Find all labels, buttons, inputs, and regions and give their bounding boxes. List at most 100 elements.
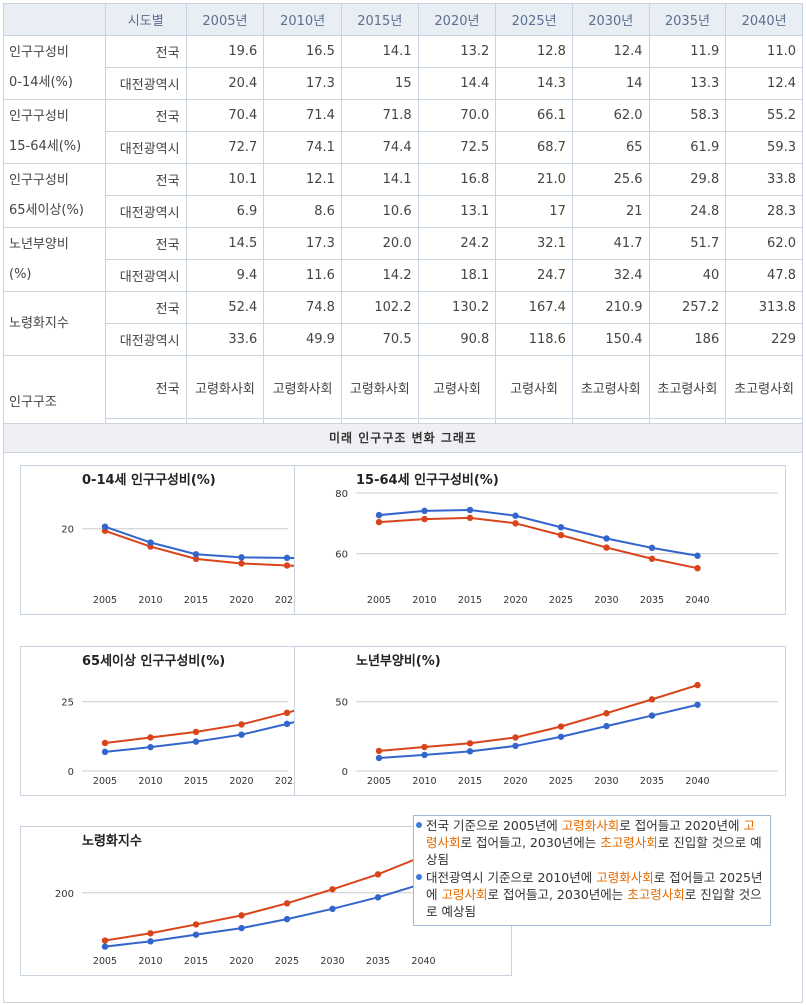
- table-row: 대전광역시 33.6 49.9 70.5 90.8 118.6 150.4 186 229: [4, 323, 803, 356]
- chart-65plus: 65세이상 인구구성비(%)02520052010201520202025203…: [20, 646, 296, 796]
- value-cell: 51.7: [648, 227, 727, 260]
- note-text: 로 접어들고 2020년에: [619, 818, 744, 833]
- value-cell: 74.1: [263, 131, 342, 164]
- data-point: [192, 551, 200, 558]
- group-label-line: 15-64세(%): [9, 138, 82, 154]
- value-cell: 14.1: [340, 35, 419, 68]
- data-point: [101, 937, 109, 944]
- graph-section-title: 미래 인구구조 변화 그래프: [3, 423, 803, 453]
- x-tick-label: 2015: [184, 956, 208, 967]
- value-cell: 90.8: [417, 323, 497, 356]
- y-tick-label: 50: [335, 698, 348, 709]
- data-point: [512, 734, 519, 741]
- value-cell: 초고령사회: [725, 355, 803, 419]
- table-row: 대전광역시 6.9 8.6 10.6 13.1 17 21 24.8 28.3: [4, 195, 803, 228]
- table-row: 노년부양비 (%) 전국 14.5 17.3 20.0 24.2 32.1 41.7 51.7 62…: [3, 227, 803, 292]
- data-point: [421, 507, 428, 515]
- value-cell: 14.4: [417, 67, 497, 100]
- value-cell: 고령사회: [495, 355, 573, 419]
- value-cell: 186: [648, 323, 727, 356]
- series-line: [378, 684, 698, 752]
- value-cell: 10.6: [340, 195, 419, 228]
- value-cell: 33.6: [185, 323, 265, 356]
- value-cell: 150.4: [571, 323, 650, 356]
- x-tick-label: 2025: [275, 956, 299, 967]
- group-label: 노년부양비 (%): [3, 227, 106, 292]
- value-cell: 11.9: [648, 35, 727, 68]
- region-cell: 전국: [104, 35, 187, 68]
- region-cell: 대전광역시: [104, 195, 187, 228]
- value-cell: 12.8: [495, 35, 573, 68]
- value-cell: 8.6: [263, 195, 342, 228]
- x-tick-label: 2005: [367, 595, 391, 606]
- value-cell: 257.2: [648, 291, 727, 324]
- x-tick-label: 2005: [93, 956, 117, 967]
- region-cell: 전국: [104, 291, 187, 324]
- data-point: [466, 514, 474, 522]
- header-cell: 2020년: [417, 3, 497, 36]
- value-cell: 59.3: [725, 131, 803, 164]
- note-highlight: 고령화사회: [561, 818, 620, 833]
- value-cell: 210.9: [571, 291, 650, 324]
- table-row: 인구구성비 15-64세(%) 전국 70.4 71.4 71.8 70.0 66.1 62.0…: [3, 99, 803, 164]
- value-cell: 72.5: [417, 131, 497, 164]
- data-point: [192, 555, 200, 563]
- y-tick-label: 20: [61, 525, 74, 536]
- series-line: [378, 703, 698, 759]
- data-point: [557, 733, 565, 740]
- data-point: [147, 734, 154, 741]
- data-point: [238, 554, 245, 561]
- value-cell: 13.2: [417, 35, 497, 68]
- value-cell: 고령화사회: [185, 355, 265, 419]
- value-cell: 14.3: [495, 67, 573, 100]
- value-cell: 71.8: [340, 99, 419, 132]
- chart-title: 65세이상 인구구성비(%): [82, 653, 225, 669]
- data-point: [512, 742, 519, 750]
- group-label-line: 인구구성비: [9, 172, 69, 188]
- series-line: [378, 508, 698, 557]
- note-text: 로 접어들고, 2030년에는: [487, 887, 628, 902]
- header-cell: 2010년: [263, 3, 342, 36]
- group-label-line: 인구구성비: [9, 108, 69, 124]
- x-tick-label: 2010: [138, 595, 162, 606]
- data-point: [329, 886, 336, 893]
- data-point: [283, 915, 291, 923]
- note-highlight: 고령사회: [441, 887, 488, 902]
- x-tick-label: 2030: [594, 776, 618, 787]
- value-cell: 167.4: [495, 291, 573, 324]
- header-cell: 2030년: [571, 3, 650, 36]
- value-cell: 52.4: [185, 291, 265, 324]
- data-point: [238, 721, 245, 728]
- chart-title: 15-64세 인구구성비(%): [356, 472, 499, 488]
- x-tick-label: 2020: [229, 776, 253, 787]
- data-point: [147, 539, 154, 546]
- x-tick-label: 2010: [138, 956, 162, 967]
- table-row: 인구구성비 0-14세(%) 전국 19.6 16.5 14.1 13.2 12.8 12.4 1…: [3, 35, 803, 100]
- data-point: [375, 518, 383, 526]
- x-tick-label: 2035: [640, 595, 664, 606]
- series-line: [104, 855, 424, 942]
- bullet-icon: [416, 874, 422, 880]
- value-cell: 12.4: [725, 67, 803, 100]
- x-tick-label: 2040: [685, 595, 709, 606]
- note-box: 전국 기준으로 2005년에 고령화사회로 접어들고 2020년에 고령사회로 …: [413, 815, 771, 926]
- series-line: [104, 529, 296, 567]
- data-point: [147, 930, 154, 937]
- group-label-line: 인구구조: [9, 395, 57, 410]
- y-tick-label: 0: [68, 767, 74, 778]
- data-point: [192, 738, 200, 745]
- data-point: [603, 535, 610, 542]
- value-cell: 14.5: [185, 227, 265, 260]
- data-point: [694, 564, 701, 572]
- x-tick-label: 2015: [458, 595, 482, 606]
- value-cell: 20.0: [340, 227, 419, 260]
- value-cell: 17: [495, 195, 573, 228]
- chart-frame: [294, 465, 786, 615]
- value-cell: 62.0: [725, 227, 803, 260]
- data-point: [283, 900, 291, 907]
- header-cell: [3, 3, 106, 36]
- data-point: [329, 905, 336, 913]
- data-point: [694, 681, 701, 689]
- value-cell: 130.2: [417, 291, 497, 324]
- data-point: [421, 743, 428, 751]
